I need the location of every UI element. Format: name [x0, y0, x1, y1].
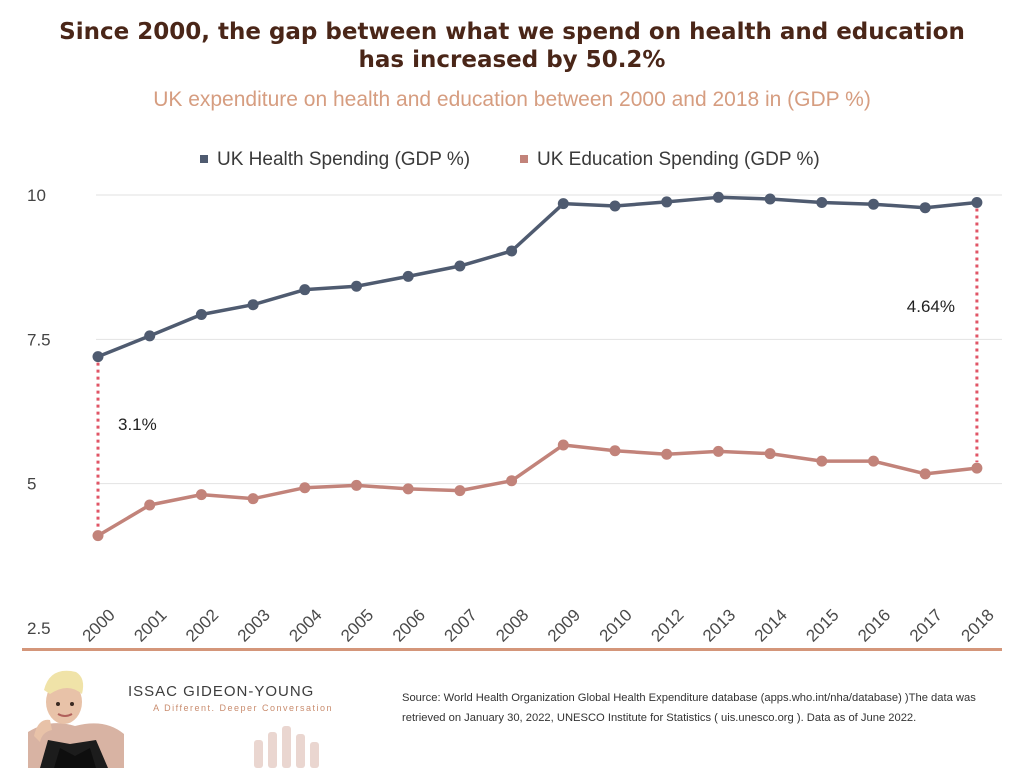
- x-tick-label: 2005: [337, 605, 377, 645]
- health-data-point: [506, 245, 518, 257]
- gap-annotation: 4.64%: [907, 297, 955, 316]
- education-data-point: [144, 499, 156, 511]
- health-data-point: [247, 299, 259, 311]
- y-tick-label: 5: [27, 475, 36, 494]
- education-data-point: [816, 455, 828, 467]
- health-data-point: [661, 196, 673, 208]
- health-data-point: [712, 191, 724, 203]
- author-tagline: A Different. Deeper Conversation: [153, 703, 333, 713]
- author-name: ISSAC GIDEON-YOUNG: [128, 683, 315, 700]
- y-tick-label: 2.5: [27, 619, 51, 638]
- health-data-point: [816, 197, 828, 209]
- x-tick-label: 2014: [751, 605, 791, 645]
- health-data-point: [92, 351, 104, 363]
- x-tick-label: 2003: [234, 605, 274, 645]
- education-data-point: [971, 462, 983, 474]
- chart-subtitle: UK expenditure on health and education b…: [153, 88, 871, 111]
- x-tick-label: 2015: [802, 605, 842, 645]
- decorative-hands-logo: [254, 726, 319, 768]
- education-data-point: [919, 468, 931, 480]
- y-tick-label: 10: [27, 186, 46, 205]
- health-data-point: [351, 280, 362, 292]
- education-data-point: [195, 489, 207, 501]
- y-axis-ticks: 10 7.5 5 2.5: [27, 186, 51, 638]
- chart-title: Since 2000, the gap between what we spen…: [59, 19, 965, 73]
- health-data-point: [195, 309, 207, 321]
- education-data-point: [351, 479, 362, 491]
- health-data-point: [402, 270, 414, 282]
- education-data-point: [712, 445, 724, 457]
- x-tick-label: 2013: [699, 605, 739, 645]
- annotations: 3.1% 4.64%: [118, 297, 955, 434]
- health-data-point: [299, 284, 311, 296]
- health-data-point: [919, 202, 931, 214]
- legend-marker: [200, 155, 208, 163]
- legend-label: UK Health Spending (GDP %): [217, 149, 470, 170]
- x-tick-label: 2012: [647, 605, 687, 645]
- series-lines: [92, 191, 983, 542]
- education-data-point: [247, 493, 259, 505]
- x-tick-label: 2009: [544, 605, 584, 645]
- legend-label: UK Education Spending (GDP %): [537, 149, 820, 170]
- legend: UK Health Spending (GDP %) UK Education S…: [200, 149, 820, 170]
- legend-marker: [520, 155, 528, 163]
- x-tick-label: 2017: [906, 605, 946, 645]
- education-data-point: [764, 448, 776, 460]
- x-axis-ticks: 2000 2001 2002 2003 2004 2005 2006 2007 2008 2009…: [79, 605, 998, 645]
- gridlines: [96, 194, 1002, 485]
- education-data-point: [609, 445, 621, 457]
- x-tick-label: 2010: [596, 605, 636, 645]
- x-tick-label: 2007: [441, 605, 481, 645]
- health-data-point: [144, 330, 156, 342]
- education-data-point: [402, 483, 414, 495]
- x-tick-label: 2006: [389, 605, 429, 645]
- education-data-point: [454, 485, 466, 497]
- author-photo: [20, 660, 130, 768]
- education-data-point: [299, 482, 311, 494]
- health-data-point: [971, 197, 983, 209]
- source-note: Source: World Health Organization Global…: [402, 692, 976, 724]
- x-tick-label: 2002: [182, 605, 222, 645]
- health-data-point: [764, 193, 776, 205]
- education-data-point: [506, 475, 518, 487]
- education-data-point: [92, 530, 104, 542]
- health-data-point: [609, 200, 621, 212]
- health-data-point: [454, 260, 466, 272]
- health-series-line: [97, 195, 978, 359]
- education-data-point: [557, 439, 569, 451]
- x-tick-label: 2001: [130, 605, 170, 645]
- education-series-line: [97, 443, 978, 538]
- x-tick-label: 2004: [285, 605, 325, 645]
- x-tick-label: 2008: [492, 605, 532, 645]
- line-chart: UK Health Spending (GDP %) UK Education S…: [27, 149, 1002, 646]
- gap-markers: [96, 208, 979, 530]
- footer-divider: [22, 648, 1002, 651]
- education-data-point: [661, 448, 673, 460]
- x-tick-label: 2016: [854, 605, 894, 645]
- gap-annotation: 3.1%: [118, 415, 157, 434]
- y-tick-label: 7.5: [27, 330, 51, 349]
- education-data-point: [868, 455, 879, 467]
- health-data-point: [868, 198, 879, 210]
- x-tick-label: 2000: [79, 605, 119, 645]
- health-data-point: [557, 198, 569, 210]
- x-tick-label: 2018: [958, 605, 998, 645]
